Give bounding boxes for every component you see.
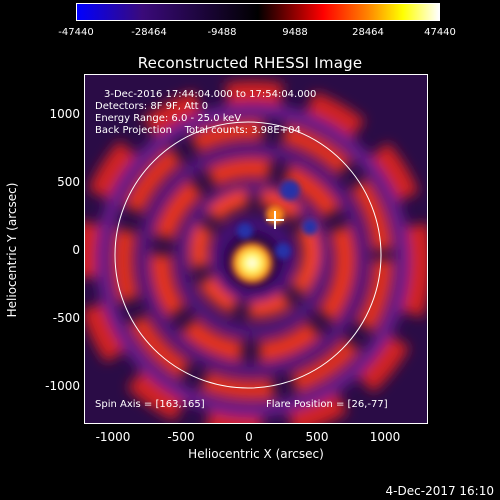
rhessi-image-plot bbox=[84, 74, 428, 424]
x-axis-label: Heliocentric X (arcsec) bbox=[188, 447, 324, 461]
energy-range-text: Energy Range: 6.0 - 25.0 keV bbox=[95, 113, 242, 124]
colorbar-label-4: 9488 bbox=[282, 27, 308, 38]
detectors-text: Detectors: 8F 9F, Att 0 bbox=[95, 101, 209, 112]
x-tick-neg1000: -1000 bbox=[95, 430, 131, 444]
colorbar-label-min: -47440 bbox=[58, 27, 94, 38]
y-tick-1000: 1000 bbox=[49, 107, 80, 121]
x-tick-0: 0 bbox=[245, 430, 253, 444]
y-tick-neg1000: -1000 bbox=[45, 379, 80, 393]
colorbar-label-5: 28464 bbox=[352, 27, 384, 38]
colorbar bbox=[76, 3, 440, 21]
y-tick-neg500: -500 bbox=[52, 311, 80, 325]
x-tick-1000: 1000 bbox=[369, 430, 401, 444]
time-range-text: 3-Dec-2016 17:44:04.000 to 17:54:04.000 bbox=[104, 89, 317, 100]
method-counts-text: Back Projection Total counts: 3.98E+04 bbox=[95, 125, 301, 136]
y-axis-label: Heliocentric Y (arcsec) bbox=[5, 182, 19, 318]
spin-axis-text: Spin Axis = [163,165] bbox=[95, 399, 205, 410]
colorbar-label-3: -9488 bbox=[207, 27, 237, 38]
y-tick-0: 0 bbox=[72, 243, 80, 257]
footer-date: 4-Dec-2017 16:10 bbox=[385, 484, 494, 498]
image-title: Reconstructed RHESSI Image bbox=[137, 54, 363, 72]
x-tick-neg500: -500 bbox=[167, 430, 195, 444]
flare-position-text: Flare Position = [26,-77] bbox=[266, 399, 388, 410]
x-tick-500: 500 bbox=[305, 430, 329, 444]
colorbar-label-2: -28464 bbox=[131, 27, 167, 38]
colorbar-label-max: 47440 bbox=[424, 27, 456, 38]
y-tick-500: 500 bbox=[57, 175, 80, 189]
